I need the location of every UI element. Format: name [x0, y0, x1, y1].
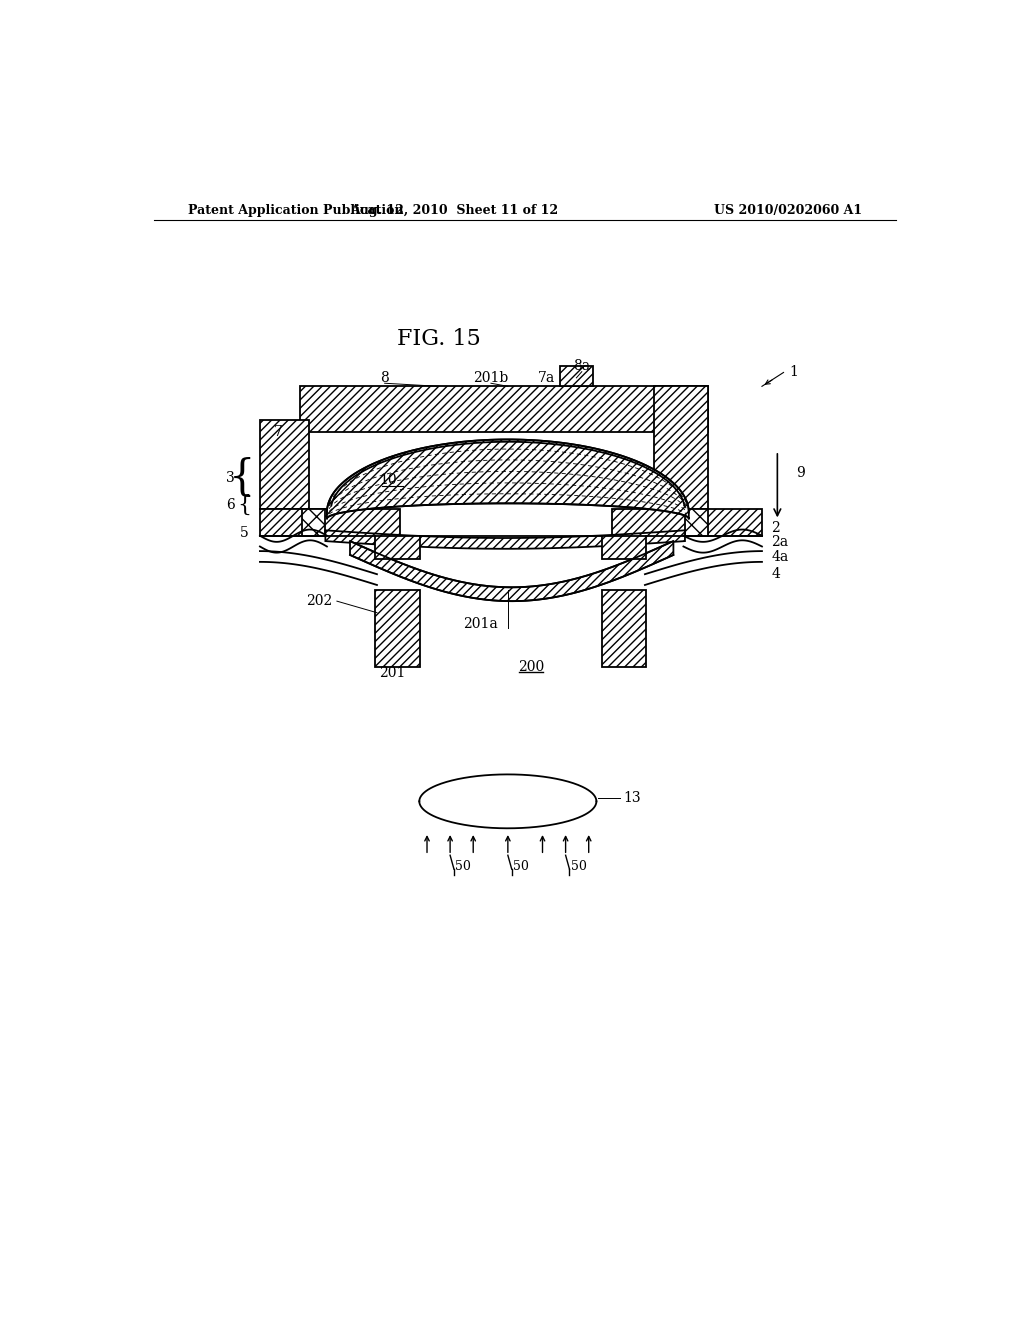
Text: {: { — [229, 457, 255, 499]
Text: 50: 50 — [456, 859, 471, 873]
Text: 202: 202 — [306, 594, 333, 609]
Text: 200: 200 — [518, 660, 544, 673]
Bar — [560, 367, 593, 387]
Text: 2a: 2a — [771, 535, 788, 549]
Text: 8a: 8a — [573, 359, 591, 374]
Text: 6: 6 — [226, 498, 236, 512]
Text: 13: 13 — [624, 791, 641, 804]
Text: 7: 7 — [274, 425, 283, 438]
Bar — [654, 385, 708, 536]
Bar — [602, 536, 646, 558]
Text: 4a: 4a — [771, 550, 788, 564]
Text: FIG. 15: FIG. 15 — [396, 329, 480, 350]
Text: US 2010/0202060 A1: US 2010/0202060 A1 — [714, 205, 862, 218]
Text: 4: 4 — [771, 568, 780, 581]
Text: 50: 50 — [571, 859, 587, 873]
Bar — [260, 420, 309, 508]
Text: 201b: 201b — [473, 371, 509, 385]
Text: 5: 5 — [241, 527, 249, 540]
Text: 201: 201 — [379, 665, 406, 680]
Text: Aug. 12, 2010  Sheet 11 of 12: Aug. 12, 2010 Sheet 11 of 12 — [350, 205, 558, 218]
Bar — [685, 508, 708, 536]
Bar — [376, 536, 420, 558]
Polygon shape — [327, 440, 689, 519]
Text: {: { — [238, 494, 252, 516]
Text: 7a: 7a — [538, 371, 555, 385]
Text: 2: 2 — [771, 521, 780, 535]
Bar — [260, 508, 400, 536]
Text: 8: 8 — [380, 371, 389, 385]
Polygon shape — [326, 531, 685, 549]
Text: 50: 50 — [513, 859, 529, 873]
Bar — [611, 508, 762, 536]
Text: 10: 10 — [380, 474, 397, 487]
Bar — [376, 590, 420, 667]
Text: 201a: 201a — [464, 618, 499, 631]
Text: Patent Application Publication: Patent Application Publication — [188, 205, 403, 218]
Bar — [300, 385, 708, 432]
Text: 1: 1 — [788, 366, 798, 379]
Bar — [301, 508, 325, 536]
Polygon shape — [350, 541, 674, 601]
Text: 3: 3 — [226, 471, 236, 484]
Bar — [602, 590, 646, 667]
Text: 9: 9 — [796, 466, 805, 479]
